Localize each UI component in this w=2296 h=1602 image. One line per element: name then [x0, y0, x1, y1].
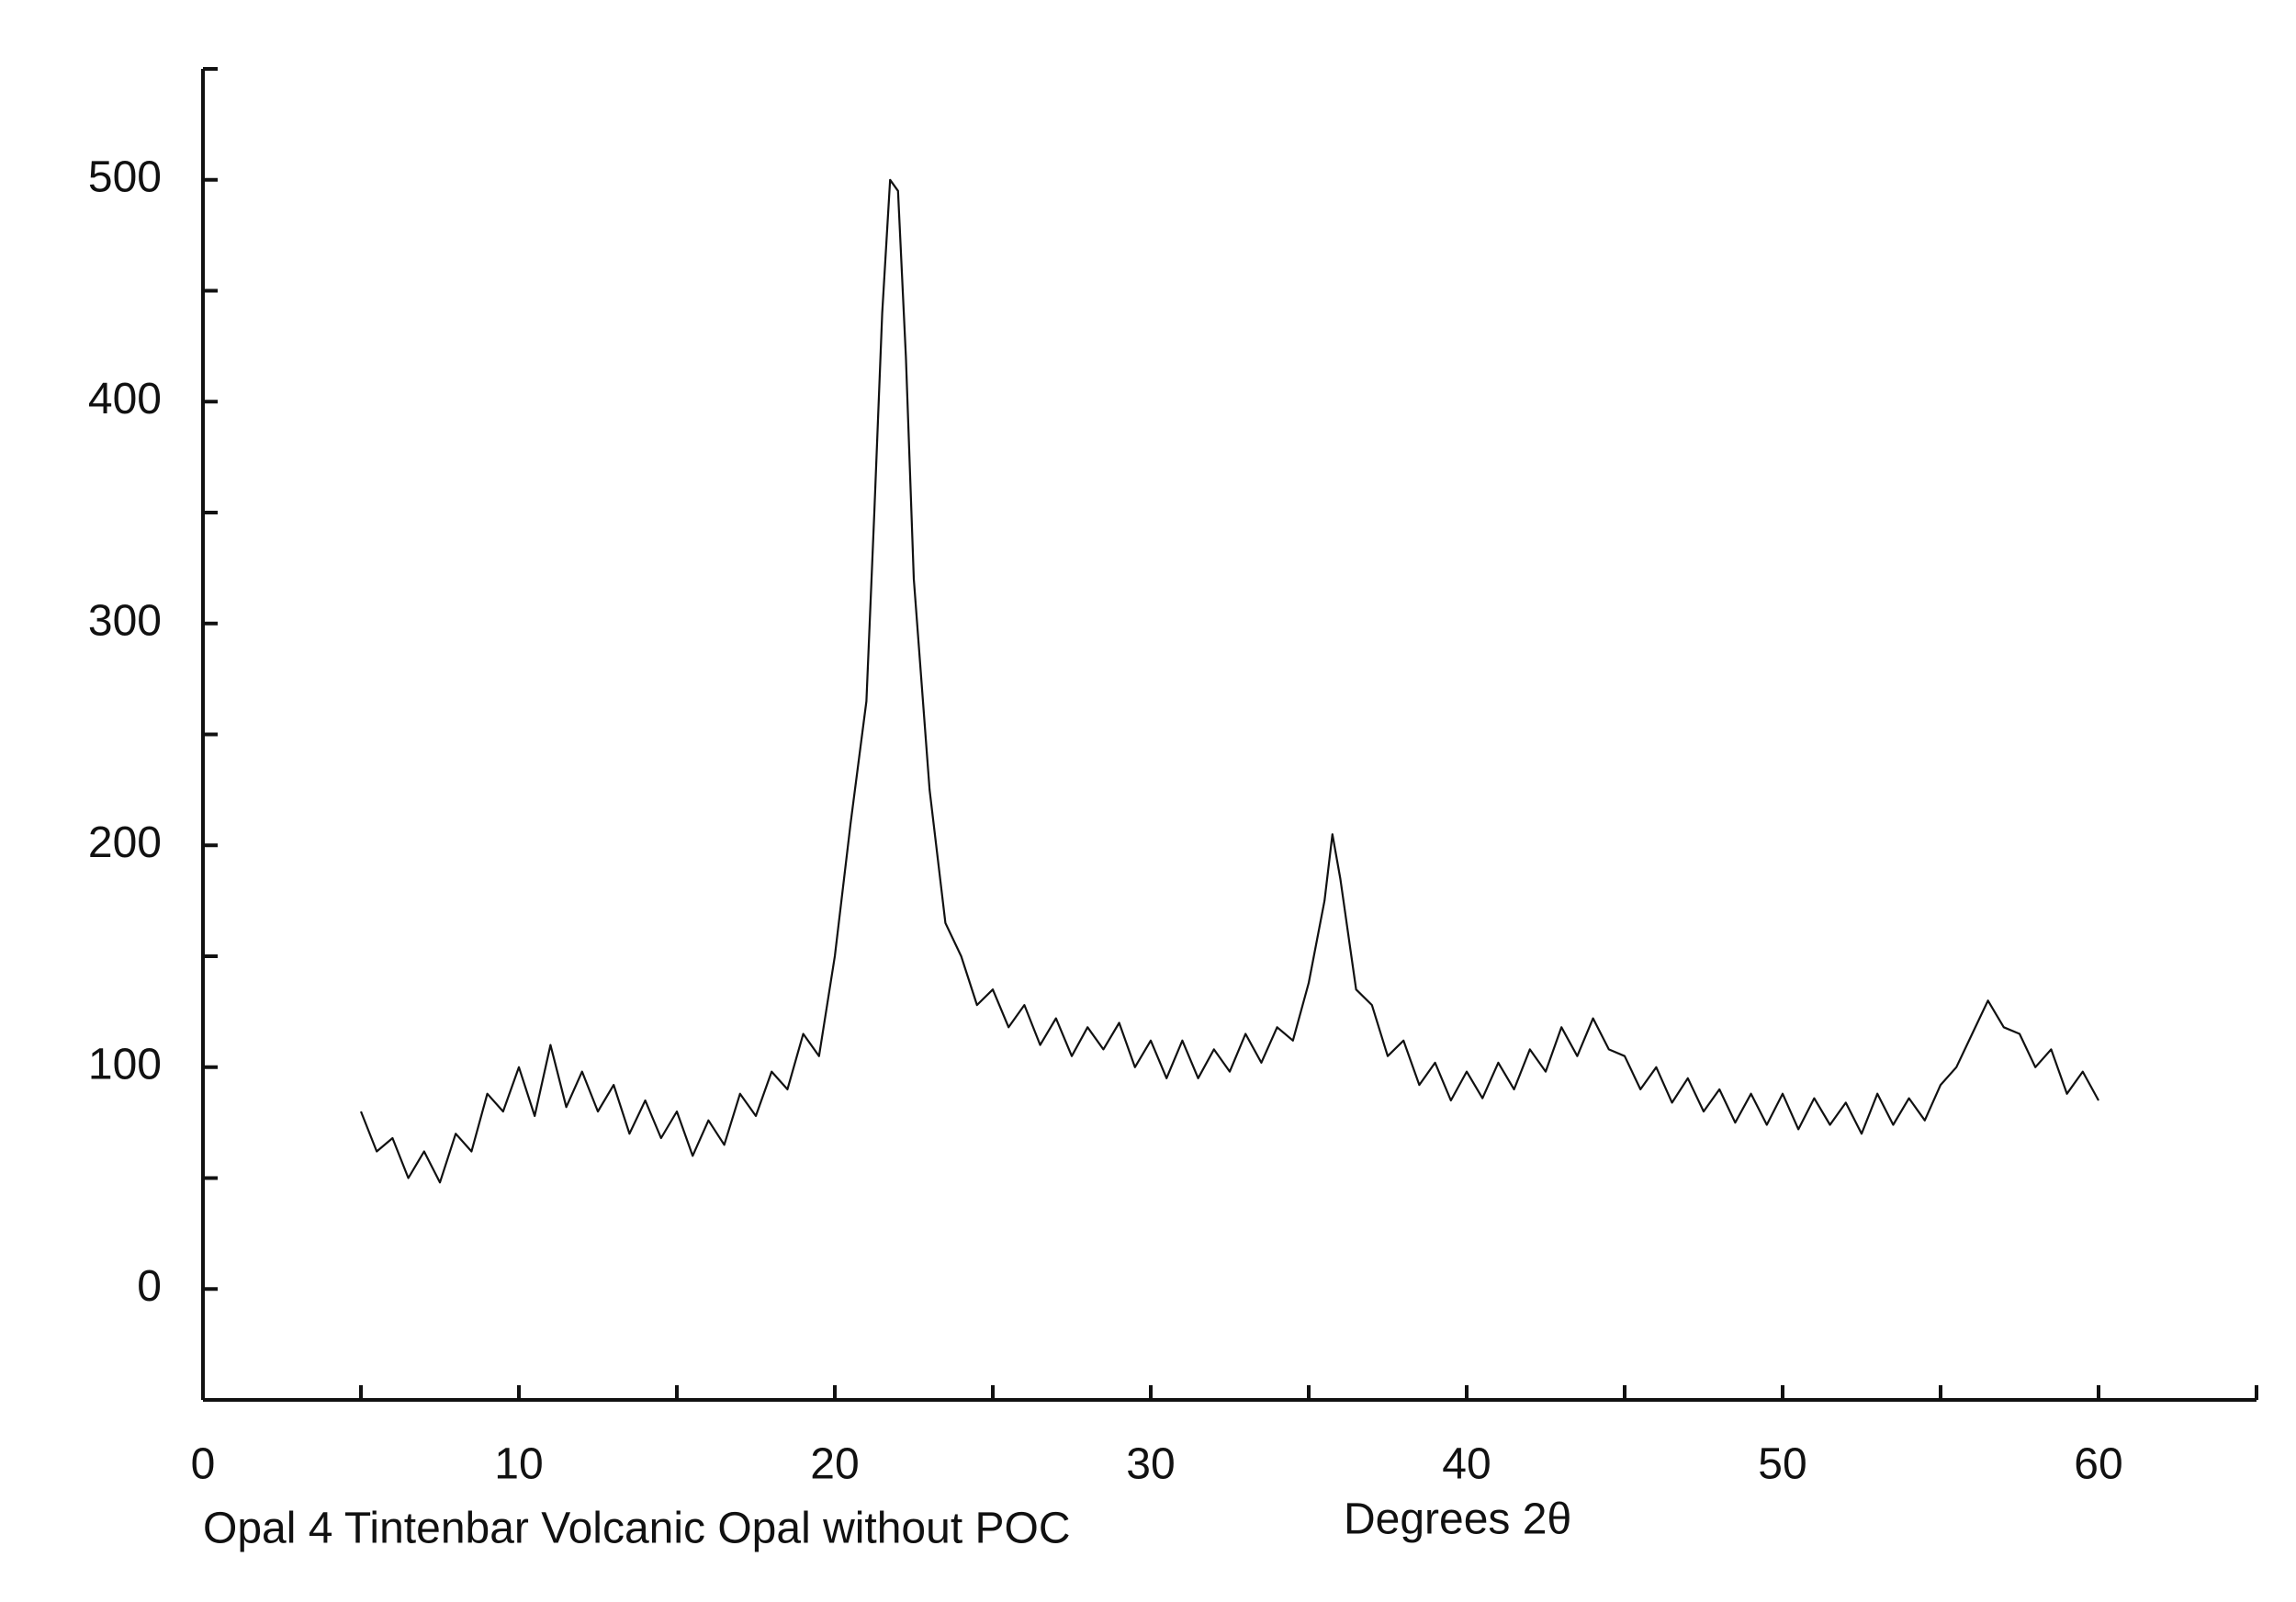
caption: Opal 4 Tintenbar Volcanic Opal without P…	[203, 1505, 1071, 1553]
x-axis-label: Degrees 2θ	[1344, 1495, 1571, 1544]
x-tick-label: 30	[1126, 1440, 1175, 1489]
y-tick-label: 100	[88, 1040, 162, 1089]
x-tick-label: 20	[810, 1440, 859, 1489]
y-tick-label: 400	[88, 375, 162, 423]
y-tick-label: 0	[137, 1262, 162, 1311]
y-tick-label: 500	[88, 152, 162, 201]
xrd-trace	[359, 178, 2099, 1184]
x-tick-label: 50	[1758, 1440, 1806, 1489]
x-tick-label: 60	[2074, 1440, 2122, 1489]
x-tick-label: 40	[1442, 1440, 1491, 1489]
x-tick-label: 10	[494, 1440, 543, 1489]
y-tick-label: 300	[88, 596, 162, 645]
x-tick-label: 0	[191, 1440, 216, 1489]
y-tick-label: 200	[88, 818, 162, 867]
